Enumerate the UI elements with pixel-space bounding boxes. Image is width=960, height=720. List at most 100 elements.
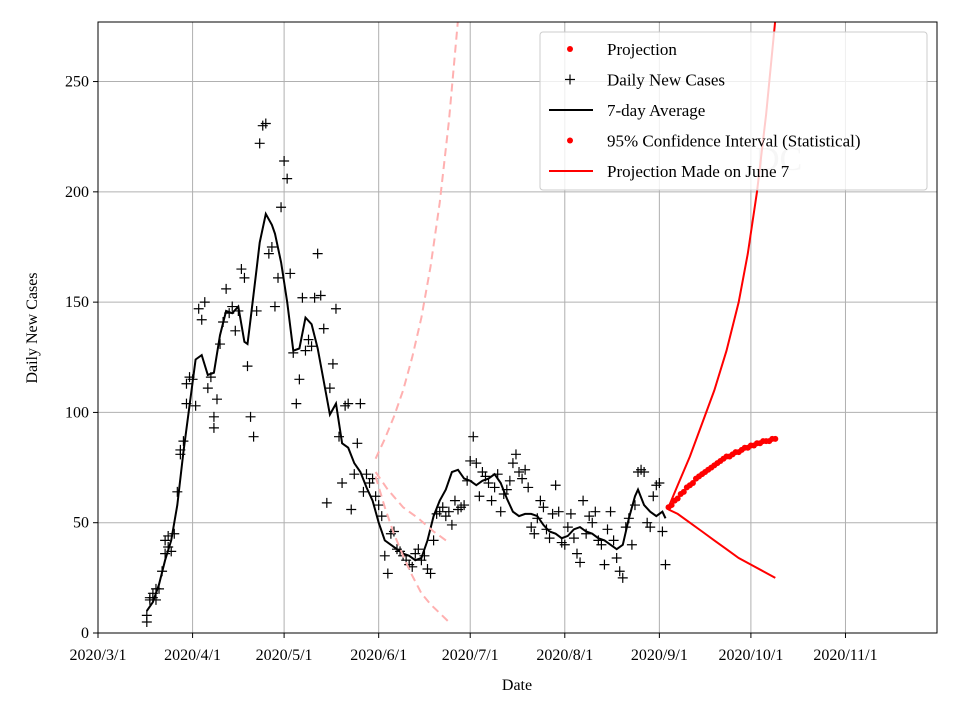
daily-case-point — [532, 513, 543, 524]
daily-case-point — [300, 345, 311, 356]
daily-case-point — [486, 495, 497, 506]
daily-case-point — [312, 248, 323, 259]
daily-case-point — [315, 290, 326, 301]
daily-case-point — [495, 506, 506, 517]
daily-case-point — [382, 568, 393, 579]
daily-case-point — [245, 411, 256, 422]
daily-case-point — [489, 482, 500, 493]
daily-case-point — [343, 398, 354, 409]
daily-case-point — [193, 303, 204, 314]
series-projection — [665, 435, 779, 511]
daily-case-point — [648, 491, 659, 502]
daily-case-point — [657, 526, 668, 537]
daily-case-point — [199, 297, 210, 308]
daily-case-point — [639, 466, 650, 477]
daily-case-point — [294, 374, 305, 385]
plot-frame — [97, 21, 938, 634]
daily-case-point — [361, 469, 372, 480]
daily-case-point — [547, 508, 558, 519]
daily-case-point — [468, 431, 479, 442]
daily-case-point — [248, 431, 259, 442]
daily-case-point — [465, 455, 476, 466]
daily-case-point — [443, 506, 454, 517]
daily-case-point — [227, 301, 238, 312]
daily-case-point — [181, 378, 192, 389]
daily-case-point — [321, 497, 332, 508]
daily-case-point — [535, 495, 546, 506]
daily-case-point — [425, 568, 436, 579]
projection-point — [674, 495, 681, 502]
legend-entry: Daily New Cases — [565, 71, 725, 90]
daily-case-point — [428, 535, 439, 546]
daily-case-point — [654, 478, 665, 489]
daily-case-point — [538, 502, 549, 513]
daily-case-point — [221, 283, 232, 294]
series-projection-made-on-june-7-mid — [374, 471, 450, 544]
series-projection-made-on-june-7-lower — [374, 476, 450, 623]
daily-case-point — [285, 268, 296, 279]
daily-case-point — [297, 292, 308, 303]
y-tick-label: 150 — [65, 294, 89, 311]
legend: Projection Daily New Cases 7-day Average 95… — [539, 31, 928, 191]
daily-case-point — [202, 383, 213, 394]
y-tick-label: 0 — [81, 625, 89, 642]
series-95-confidence-interval-statistical-lower — [668, 508, 776, 579]
daily-case-point — [459, 500, 470, 511]
series-daily-new-cases — [141, 118, 671, 627]
x-tick-label: 2020/7/1 — [442, 647, 499, 664]
daily-case-point — [355, 398, 366, 409]
daily-case-point — [169, 528, 180, 539]
daily-case-point — [474, 491, 485, 502]
axes: 2020/3/1 2020/4/1 2020/5/1 2020/6/1 2020/7/1… — [65, 74, 878, 664]
daily-case-point — [279, 155, 290, 166]
daily-case-point — [529, 528, 540, 539]
daily-case-point — [242, 361, 253, 372]
x-tick-label: 2020/9/1 — [631, 647, 688, 664]
x-tick-label: 2020/6/1 — [350, 647, 407, 664]
daily-case-point — [349, 469, 360, 480]
legend-entry: 95% Confidence Interval (Statistical) — [567, 132, 861, 151]
daily-case-point — [324, 383, 335, 394]
y-axis-label: Daily New Cases — [24, 272, 41, 383]
daily-case-point — [578, 495, 589, 506]
daily-case-point — [196, 314, 207, 325]
y-tick-label: 200 — [65, 184, 89, 201]
daily-case-point — [273, 272, 284, 283]
x-tick-label: 2020/11/1 — [813, 647, 877, 664]
daily-case-point — [617, 572, 628, 583]
daily-case-point — [266, 241, 277, 252]
daily-case-point — [260, 118, 271, 129]
series-projection-made-on-june-7-upper — [374, 22, 459, 460]
legend-label: Projection Made on June 7 — [607, 162, 790, 181]
legend-label: 7-day Average — [607, 101, 705, 120]
daily-case-point — [645, 522, 656, 533]
daily-case-point — [571, 548, 582, 559]
daily-case-point — [172, 486, 183, 497]
daily-case-point — [208, 422, 219, 433]
legend-plus-icon — [565, 74, 575, 85]
y-tick-label: 100 — [65, 404, 89, 421]
daily-case-point — [346, 504, 357, 515]
june7-projection-line — [374, 476, 450, 623]
daily-case-point — [437, 502, 448, 513]
daily-case-point — [611, 553, 622, 564]
daily-case-point — [318, 323, 329, 334]
daily-case-point — [520, 464, 531, 475]
daily-case-point — [352, 438, 363, 449]
daily-case-point — [190, 400, 201, 411]
daily-case-point — [514, 466, 525, 477]
daily-case-point — [504, 475, 515, 486]
daily-case-point — [584, 511, 595, 522]
daily-case-point — [446, 519, 457, 530]
legend-label: Daily New Cases — [607, 71, 725, 90]
daily-case-point — [568, 533, 579, 544]
legend-frame — [539, 31, 928, 191]
daily-case-point — [282, 173, 293, 184]
legend-dot-icon — [567, 137, 573, 144]
daily-case-point — [471, 458, 482, 469]
daily-case-point — [309, 292, 320, 303]
daily-case-point — [413, 544, 424, 555]
daily-case-point — [254, 138, 265, 149]
daily-case-point — [587, 517, 598, 528]
x-tick-label: 2020/8/1 — [536, 647, 593, 664]
